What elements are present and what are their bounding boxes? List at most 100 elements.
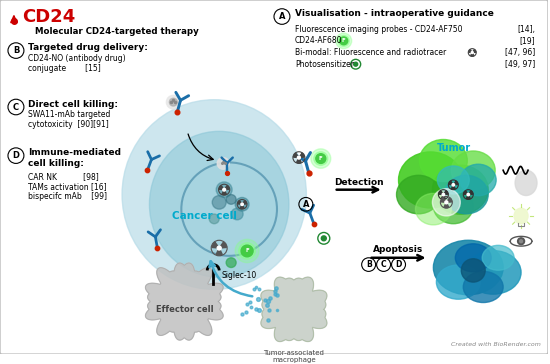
Text: B: B	[13, 46, 19, 55]
Circle shape	[226, 194, 236, 204]
Polygon shape	[222, 190, 226, 195]
Circle shape	[235, 239, 259, 263]
Ellipse shape	[452, 151, 495, 190]
Text: F: F	[245, 249, 249, 253]
Polygon shape	[242, 201, 246, 204]
Polygon shape	[443, 191, 448, 194]
Ellipse shape	[415, 193, 452, 225]
Text: Targeted drug delivery:: Targeted drug delivery:	[28, 43, 148, 52]
Polygon shape	[466, 194, 470, 199]
Polygon shape	[447, 198, 452, 202]
Polygon shape	[219, 242, 227, 248]
Text: Effector cell: Effector cell	[156, 305, 213, 314]
Circle shape	[336, 33, 351, 49]
Text: A: A	[279, 12, 285, 21]
Circle shape	[520, 240, 522, 243]
Polygon shape	[439, 191, 443, 194]
Polygon shape	[452, 185, 455, 189]
Circle shape	[354, 62, 358, 66]
Circle shape	[223, 188, 226, 191]
Circle shape	[235, 197, 249, 211]
Text: B: B	[366, 260, 371, 269]
Text: Photosensitizer: Photosensitizer	[295, 60, 354, 69]
Ellipse shape	[465, 250, 521, 294]
Polygon shape	[240, 204, 244, 209]
Circle shape	[314, 152, 328, 165]
Text: D: D	[13, 151, 19, 160]
Text: bispecifc mAb    [99]: bispecifc mAb [99]	[28, 192, 107, 201]
Circle shape	[226, 258, 236, 268]
Circle shape	[298, 156, 300, 159]
Circle shape	[461, 259, 485, 282]
Text: CAR NK           [98]: CAR NK [98]	[28, 173, 98, 182]
Polygon shape	[146, 263, 223, 340]
Ellipse shape	[399, 152, 463, 208]
Text: CD24-AF680: CD24-AF680	[295, 36, 343, 46]
Circle shape	[467, 193, 470, 196]
Ellipse shape	[432, 165, 488, 214]
Ellipse shape	[437, 166, 469, 194]
Polygon shape	[294, 153, 299, 158]
Text: Siglec-10: Siglec-10	[221, 271, 256, 280]
Text: Cancer cell: Cancer cell	[172, 211, 236, 221]
Text: Direct cell killing:: Direct cell killing:	[28, 100, 118, 108]
Text: Molecular CD24-targeted therapy: Molecular CD24-targeted therapy	[35, 27, 199, 36]
Circle shape	[311, 149, 331, 168]
Text: [19]: [19]	[519, 36, 535, 46]
Ellipse shape	[420, 139, 468, 182]
Circle shape	[452, 183, 454, 186]
Circle shape	[167, 95, 180, 109]
Text: Immune-mediated: Immune-mediated	[28, 148, 121, 157]
Circle shape	[217, 158, 229, 169]
Circle shape	[241, 245, 253, 257]
Text: CD24-NO (antibody drug): CD24-NO (antibody drug)	[28, 54, 125, 63]
Ellipse shape	[436, 265, 480, 299]
Circle shape	[518, 238, 525, 245]
Ellipse shape	[444, 175, 488, 214]
Text: Fluorescence imaging probes - CD24-AF750: Fluorescence imaging probes - CD24-AF750	[295, 25, 463, 34]
Circle shape	[316, 154, 326, 163]
Polygon shape	[299, 153, 304, 158]
Polygon shape	[442, 194, 446, 199]
Text: [14],: [14],	[517, 25, 535, 34]
Ellipse shape	[397, 175, 441, 214]
Ellipse shape	[463, 272, 503, 302]
Text: cytotoxicity  [90][91]: cytotoxicity [90][91]	[28, 120, 109, 129]
Polygon shape	[238, 201, 242, 204]
Text: Visualisation - intraoperative guidance: Visualisation - intraoperative guidance	[295, 9, 494, 18]
FancyBboxPatch shape	[0, 0, 548, 354]
Circle shape	[338, 35, 349, 46]
Circle shape	[340, 37, 348, 45]
Polygon shape	[261, 277, 327, 341]
Polygon shape	[469, 50, 472, 52]
Text: Tumor-associated
macrophage: Tumor-associated macrophage	[263, 350, 324, 363]
Text: F: F	[342, 38, 345, 43]
Ellipse shape	[433, 189, 473, 224]
Polygon shape	[216, 248, 222, 255]
Text: TAMs activation [16]: TAMs activation [16]	[28, 182, 107, 191]
Polygon shape	[449, 181, 453, 185]
Circle shape	[231, 208, 243, 220]
Circle shape	[442, 193, 444, 196]
Circle shape	[239, 243, 255, 259]
Text: SWA11-mAb targeted: SWA11-mAb targeted	[28, 110, 110, 119]
Circle shape	[471, 52, 473, 54]
Polygon shape	[468, 191, 473, 194]
Text: [47, 96]: [47, 96]	[505, 48, 535, 57]
Text: F: F	[319, 156, 323, 161]
Circle shape	[432, 189, 460, 216]
Text: Apoptosis: Apoptosis	[373, 245, 424, 254]
Text: A: A	[302, 200, 309, 209]
Circle shape	[445, 201, 448, 204]
Circle shape	[241, 203, 243, 205]
Polygon shape	[471, 52, 474, 56]
Text: Created with BioRender.com: Created with BioRender.com	[451, 342, 541, 347]
Circle shape	[217, 246, 221, 250]
Polygon shape	[444, 202, 449, 207]
Polygon shape	[441, 198, 447, 202]
Ellipse shape	[433, 240, 503, 295]
Polygon shape	[296, 158, 301, 163]
Ellipse shape	[482, 245, 514, 270]
Polygon shape	[219, 186, 224, 190]
Ellipse shape	[455, 244, 491, 272]
